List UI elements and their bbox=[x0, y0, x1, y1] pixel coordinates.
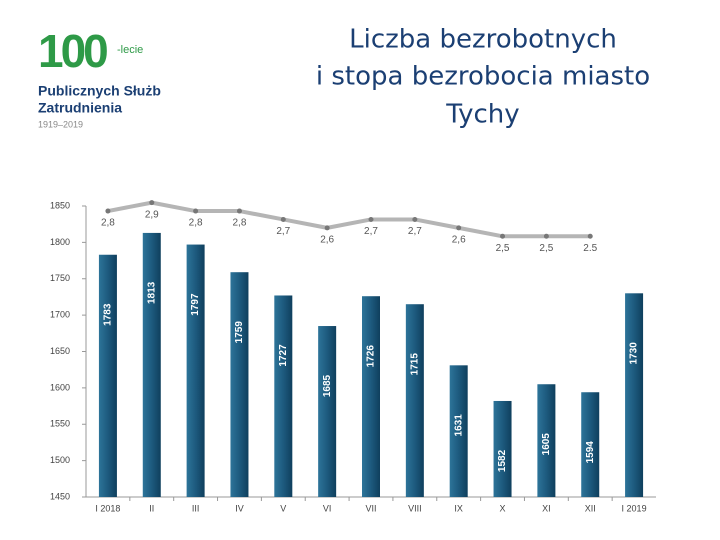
x-tick-label: I 2019 bbox=[622, 503, 647, 513]
bar bbox=[318, 326, 337, 497]
bar-label: 1730 bbox=[629, 342, 640, 365]
line-point bbox=[456, 225, 462, 231]
bar-label: 1605 bbox=[541, 433, 552, 456]
line-point bbox=[587, 233, 593, 239]
line-point bbox=[368, 216, 374, 222]
bar-label: 1759 bbox=[234, 321, 245, 344]
logo-suffix: -lecie bbox=[117, 44, 143, 56]
bar bbox=[274, 295, 293, 497]
x-tick-label: VII bbox=[365, 503, 376, 513]
logo: 100 -lecie Publicznych Służb Zatrudnieni… bbox=[38, 25, 161, 129]
bar bbox=[98, 254, 117, 497]
line-point bbox=[193, 208, 199, 214]
line-label: 2,8 bbox=[101, 218, 115, 229]
line-label: 2,6 bbox=[320, 235, 334, 246]
line-point bbox=[412, 216, 418, 222]
chart-title: Tychy bbox=[445, 100, 519, 130]
line-point bbox=[236, 208, 242, 214]
line-label: 2.5 bbox=[583, 243, 597, 254]
x-tick-label: VI bbox=[323, 503, 332, 513]
line-point bbox=[105, 208, 111, 214]
y-tick-label: 1550 bbox=[50, 419, 70, 429]
bar-label: 1582 bbox=[497, 449, 508, 472]
bar bbox=[142, 232, 161, 498]
chart-title: i stopa bezrobocia miasto bbox=[316, 62, 650, 92]
x-tick-label: XI bbox=[542, 503, 551, 513]
bar bbox=[362, 296, 380, 497]
logo-years: 1919–2019 bbox=[38, 119, 83, 129]
bar-label: 1727 bbox=[278, 344, 289, 367]
bar-label: 1783 bbox=[103, 303, 114, 326]
line-point bbox=[149, 200, 155, 206]
line-label: 2,8 bbox=[189, 218, 203, 229]
chart-title: Liczba bezrobotnych bbox=[349, 25, 617, 55]
bar bbox=[405, 304, 424, 497]
bar-label: 1726 bbox=[366, 345, 377, 368]
y-tick-label: 1600 bbox=[50, 382, 70, 392]
line-point bbox=[280, 216, 286, 222]
bar-label: 1594 bbox=[585, 441, 596, 464]
y-tick-label: 1500 bbox=[50, 455, 70, 465]
x-tick-label: X bbox=[500, 503, 506, 513]
line-label: 2,7 bbox=[408, 226, 422, 237]
line-point bbox=[324, 225, 330, 231]
x-tick-label: I 2018 bbox=[95, 503, 120, 513]
bar bbox=[625, 293, 644, 497]
x-tick-label: IX bbox=[454, 503, 463, 513]
line-label: 2,9 bbox=[145, 209, 159, 220]
line-point bbox=[500, 233, 506, 239]
logo-number: 100 bbox=[38, 25, 107, 77]
line-label: 2,6 bbox=[452, 235, 466, 246]
bar-label: 1685 bbox=[322, 374, 333, 397]
x-tick-label: IV bbox=[235, 503, 244, 513]
x-tick-label: V bbox=[280, 503, 286, 513]
logo-line: Publicznych Służb bbox=[38, 83, 161, 99]
bar bbox=[449, 365, 468, 497]
line-label: 2,8 bbox=[233, 218, 247, 229]
bar bbox=[493, 400, 512, 497]
line-label: 2,7 bbox=[276, 226, 290, 237]
bar bbox=[537, 384, 556, 497]
y-tick-label: 1750 bbox=[50, 273, 70, 283]
y-tick-label: 1700 bbox=[50, 310, 70, 320]
bar-label: 1631 bbox=[453, 414, 464, 437]
line-label: 2,5 bbox=[496, 243, 510, 254]
bar bbox=[186, 244, 205, 497]
x-tick-label: XII bbox=[585, 503, 596, 513]
bar-label: 1797 bbox=[190, 293, 201, 316]
logo-line: Zatrudnienia bbox=[38, 100, 122, 116]
bar-label: 1715 bbox=[409, 353, 420, 376]
bar bbox=[581, 392, 600, 497]
x-tick-label: III bbox=[192, 503, 200, 513]
x-tick-label: VIII bbox=[408, 503, 422, 513]
line-label: 2,5 bbox=[539, 243, 553, 254]
y-tick-label: 1650 bbox=[50, 346, 70, 356]
bar bbox=[230, 272, 249, 497]
y-tick-label: 1850 bbox=[50, 200, 70, 210]
line bbox=[107, 200, 591, 239]
y-tick-label: 1800 bbox=[50, 237, 70, 247]
y-tick-label: 1450 bbox=[50, 491, 70, 501]
line-point bbox=[543, 233, 549, 239]
line-label: 2,7 bbox=[364, 226, 378, 237]
bar-label: 1813 bbox=[146, 281, 157, 304]
x-tick-label: II bbox=[149, 503, 154, 513]
